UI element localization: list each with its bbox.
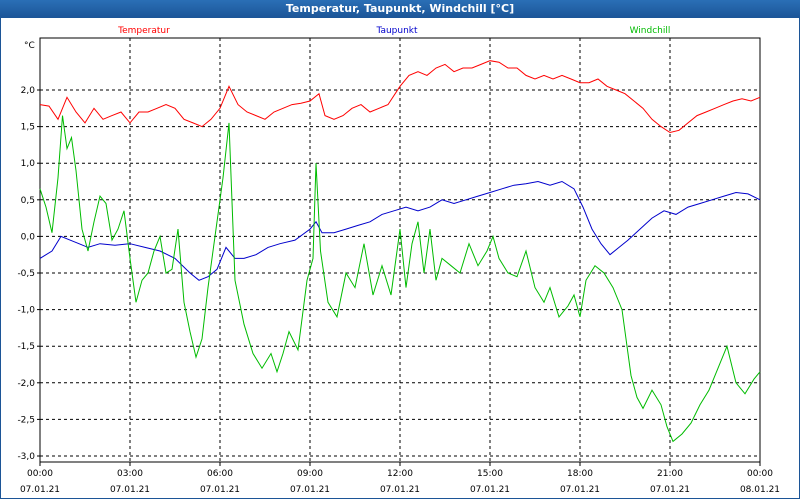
y-tick-label: -0,5 bbox=[17, 269, 35, 279]
series-line-windchill bbox=[39, 115, 761, 443]
x-tick-time-label: 12:00 bbox=[387, 469, 413, 479]
x-tick-date-label: 07.01.21 bbox=[560, 485, 600, 495]
y-tick-label: 1,0 bbox=[21, 159, 36, 169]
y-axis-unit-label: °C bbox=[24, 41, 35, 51]
y-tick-label: -2,5 bbox=[17, 415, 35, 425]
x-tick-time-label: 03:00 bbox=[117, 469, 143, 479]
x-tick-date-label: 08.01.21 bbox=[740, 485, 780, 495]
y-tick-label: 0,0 bbox=[21, 232, 36, 242]
x-tick-date-label: 07.01.21 bbox=[20, 485, 60, 495]
x-tick-time-label: 18:00 bbox=[567, 469, 593, 479]
x-tick-time-label: 00:00 bbox=[27, 469, 53, 479]
y-tick-label: 2,0 bbox=[21, 86, 36, 96]
legend-label-taupunkt: Taupunkt bbox=[375, 26, 418, 36]
x-tick-date-label: 07.01.21 bbox=[380, 485, 420, 495]
x-tick-date-label: 07.01.21 bbox=[200, 485, 240, 495]
x-tick-date-label: 07.01.21 bbox=[650, 485, 690, 495]
x-tick-time-label: 09:00 bbox=[297, 469, 323, 479]
series-line-temperatur bbox=[39, 60, 761, 134]
x-tick-time-label: 15:00 bbox=[477, 469, 503, 479]
y-tick-label: -3,0 bbox=[17, 452, 35, 462]
series-line-taupunkt bbox=[39, 180, 761, 281]
y-tick-label: 1,5 bbox=[21, 123, 35, 133]
y-tick-label: -1,0 bbox=[17, 306, 35, 316]
y-tick-label: 0,5 bbox=[21, 196, 35, 206]
x-tick-time-label: 06:00 bbox=[207, 469, 233, 479]
y-tick-label: -1,5 bbox=[17, 342, 35, 352]
x-tick-time-label: 00:00 bbox=[747, 469, 773, 479]
x-tick-date-label: 07.01.21 bbox=[470, 485, 510, 495]
legend-label-windchill: Windchill bbox=[630, 26, 671, 36]
x-tick-date-label: 07.01.21 bbox=[290, 485, 330, 495]
window-title: Temperatur, Taupunkt, Windchill [°C] bbox=[0, 0, 800, 18]
legend-label-temperatur: Temperatur bbox=[117, 26, 170, 36]
y-tick-label: -2,0 bbox=[17, 379, 35, 389]
x-tick-date-label: 07.01.21 bbox=[110, 485, 150, 495]
x-tick-time-label: 21:00 bbox=[657, 469, 683, 479]
